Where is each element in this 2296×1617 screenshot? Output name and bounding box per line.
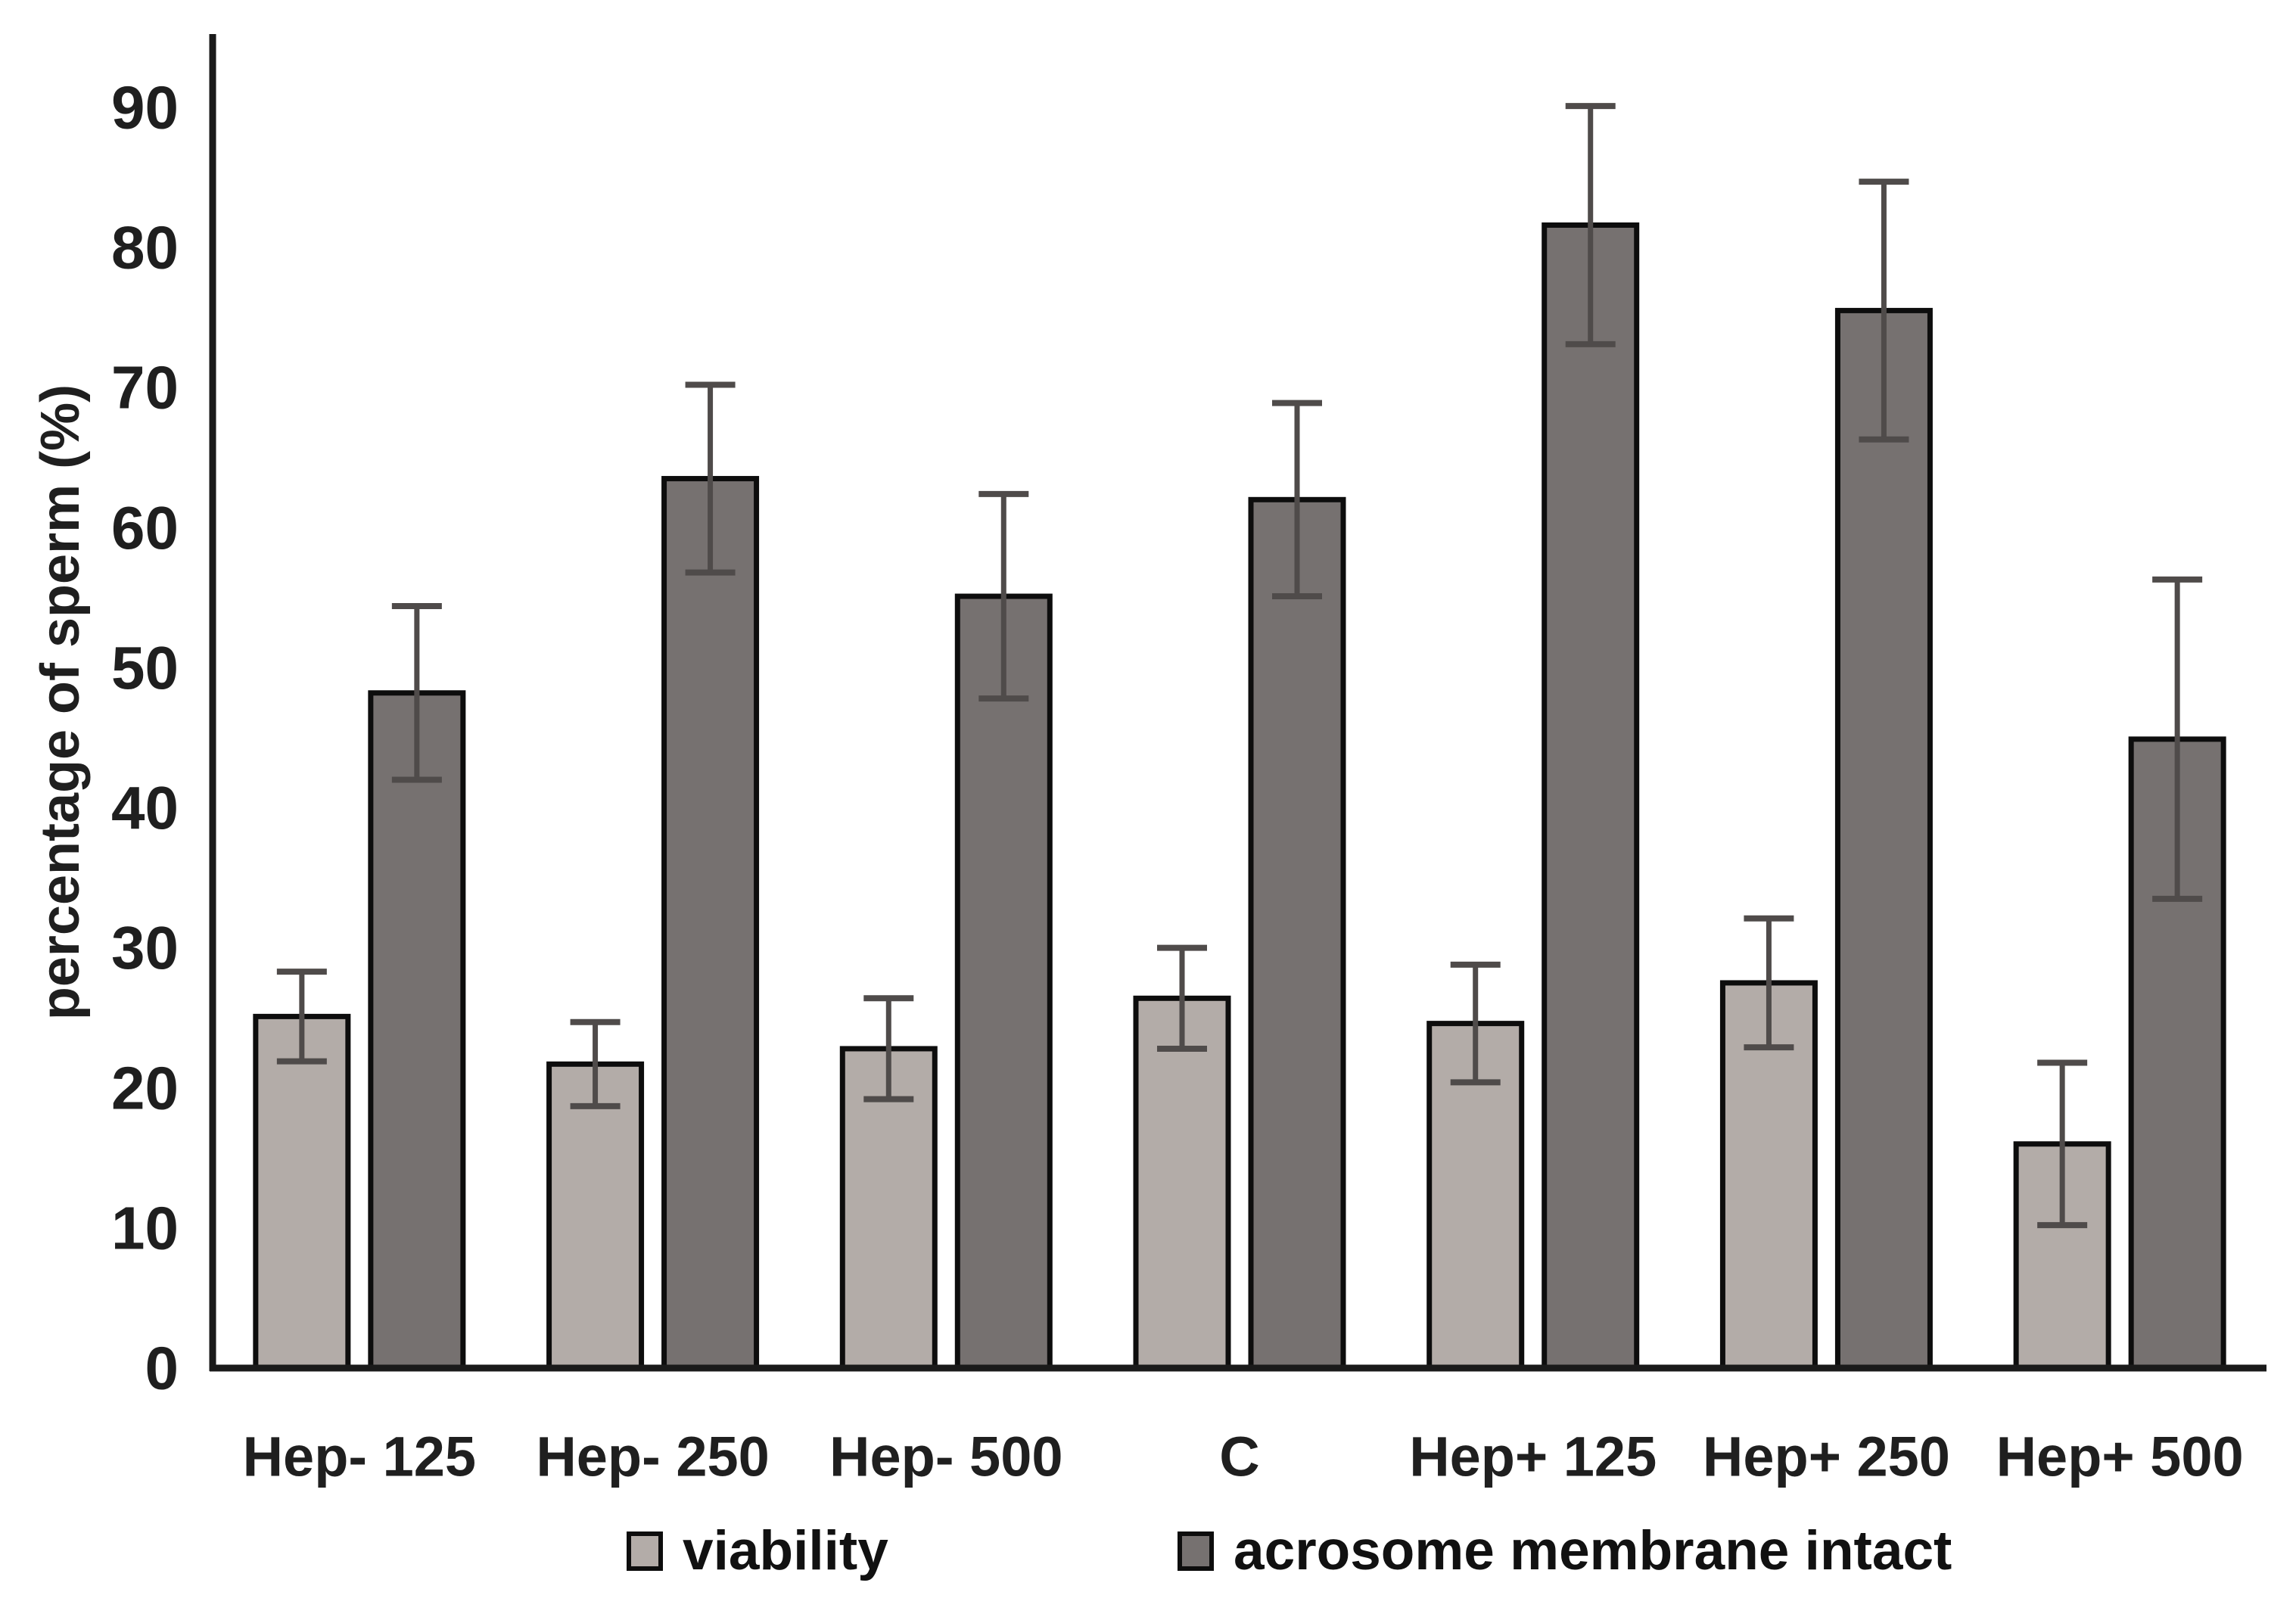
- x-category-label: Hep+ 250: [1703, 1426, 1950, 1488]
- x-category-label: Hep- 500: [829, 1426, 1062, 1488]
- y-tick-label: 20: [111, 1054, 179, 1121]
- y-tick-label: 70: [111, 354, 179, 421]
- legend-item-viability: viability: [627, 1520, 888, 1581]
- bar-acrosome-membrane-intact-Hep-250: [661, 476, 760, 1371]
- bar-viability-Hep-250: [546, 1061, 645, 1371]
- bar-acrosome-membrane-intact-C: [1248, 496, 1346, 1371]
- y-tick-label: 50: [111, 634, 179, 701]
- bar-acrosome-membrane-intact-Hep+250: [1834, 307, 1933, 1371]
- x-category-label: Hep- 125: [243, 1426, 476, 1488]
- y-tick-label: 60: [111, 494, 179, 561]
- y-tick-label: 90: [111, 74, 179, 141]
- x-category-label: C: [1219, 1426, 1259, 1488]
- y-tick-label: 10: [111, 1194, 179, 1261]
- x-category-label: Hep- 250: [536, 1426, 769, 1488]
- legend-label: viability: [683, 1520, 888, 1581]
- y-tick-label: 80: [111, 214, 179, 281]
- legend-swatch-icon: [627, 1531, 663, 1571]
- y-tick-label: 30: [111, 914, 179, 981]
- y-axis-title: percentage of sperm (%): [30, 384, 91, 1021]
- y-tick-label: 0: [145, 1335, 179, 1402]
- bar-acrosome-membrane-intact-Hep+125: [1542, 222, 1640, 1371]
- bar-viability-C: [1133, 995, 1231, 1371]
- bar-acrosome-membrane-intact-Hep-125: [368, 690, 466, 1371]
- bar-viability-Hep-125: [253, 1013, 351, 1371]
- chart-legend: viability acrosome membrane intact: [0, 1520, 2296, 1586]
- x-category-label: Hep+ 500: [1996, 1426, 2244, 1488]
- legend-label: acrosome membrane intact: [1234, 1520, 1952, 1581]
- y-tick-label: 40: [111, 774, 179, 841]
- x-category-label: Hep+ 125: [1409, 1426, 1657, 1488]
- legend-item-acrosome-membrane-intact: acrosome membrane intact: [1178, 1520, 1952, 1581]
- legend-swatch-icon: [1178, 1531, 1214, 1571]
- bar-acrosome-membrane-intact-Hep-500: [954, 593, 1053, 1371]
